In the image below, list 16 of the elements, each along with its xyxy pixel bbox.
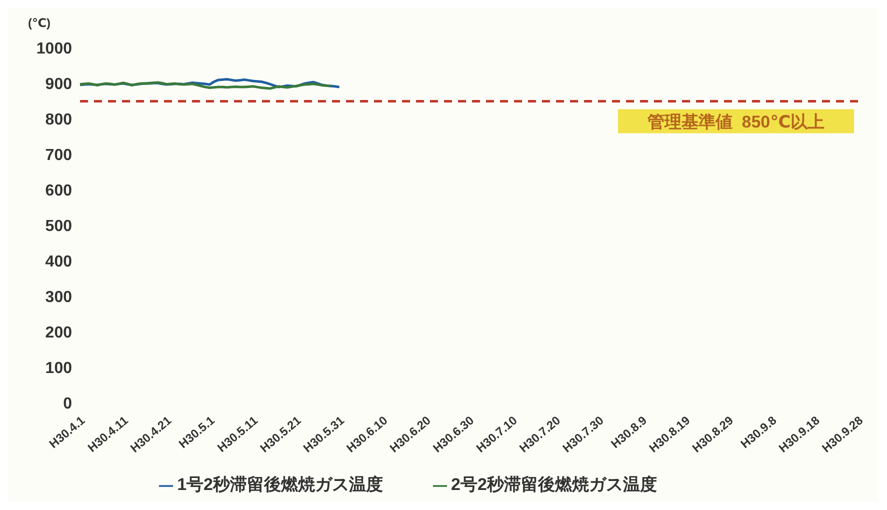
y-tick-label: 0 xyxy=(63,396,72,413)
y-tick-label: 400 xyxy=(45,254,72,271)
legend-label: 1号2秒滞留後燃焼ガス温度 xyxy=(177,475,383,494)
line-series xyxy=(78,81,332,90)
y-tick-label: 1000 xyxy=(36,40,72,58)
y-tick-label: 700 xyxy=(45,147,72,164)
legend-label: 2号2秒滞留後燃焼ガス温度 xyxy=(451,475,657,494)
y-tick-label: 800 xyxy=(45,112,72,129)
y-tick-label: 100 xyxy=(45,360,72,378)
ref-line-label: 管理基準値 850℃以上 xyxy=(646,112,825,132)
y-tick-label: 200 xyxy=(45,324,72,342)
y-tick-label: 300 xyxy=(45,289,72,306)
y-axis-title: (℃) xyxy=(28,16,51,30)
y-tick-label: 900 xyxy=(45,76,72,94)
y-tick-label: 500 xyxy=(45,218,72,236)
y-tick-label: 600 xyxy=(45,182,72,200)
